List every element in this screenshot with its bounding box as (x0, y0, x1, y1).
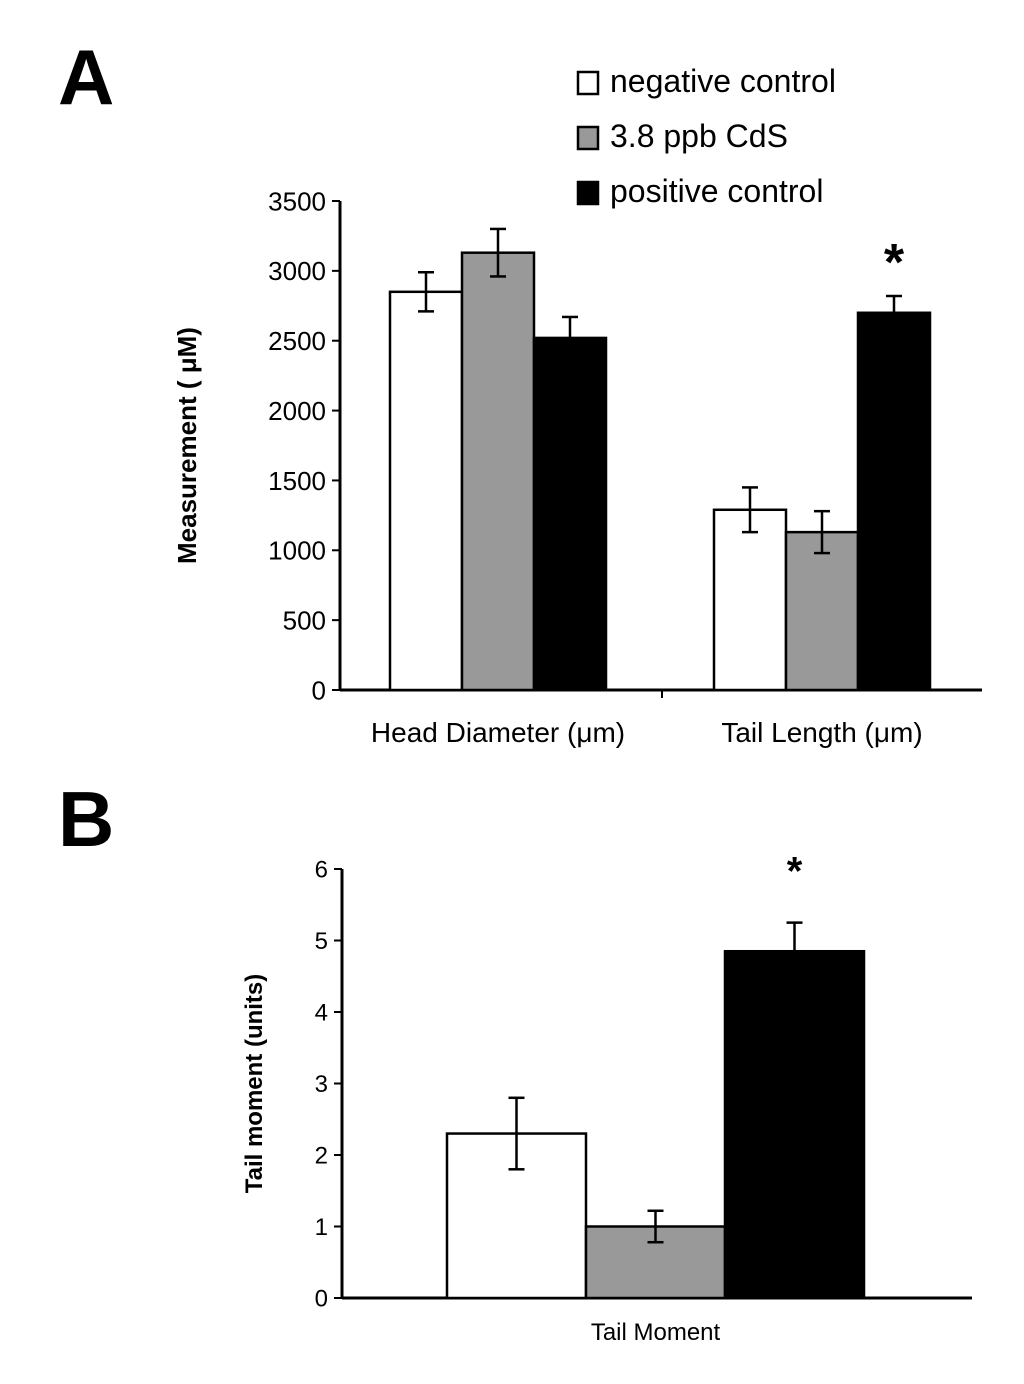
panel-a-y-tick-label: 2500 (268, 326, 326, 356)
panel-b-y-tick-label: 3 (315, 1071, 328, 1098)
panel-a-significance-annotation: * (884, 234, 905, 292)
panel-a-bar-positive-control (856, 311, 932, 692)
panel-a-bar-3-8-ppb-cds (460, 251, 536, 692)
legend-entry-label: positive control (610, 173, 823, 209)
panel-b-y-tick-label: 2 (315, 1143, 328, 1170)
panel-a-bar-positive-control (532, 336, 608, 692)
panel-b-y-axis-label: Tail moment (units) (241, 974, 268, 1194)
panel-a-y-tick-label: 3500 (268, 186, 326, 216)
panel-b-y-tick-label: 4 (315, 1000, 328, 1027)
panel-b-y-tick-label: 5 (315, 928, 328, 955)
panel-b-chart: 0 1 2 3 4 5 6 Tail moment (units) Tail Moment * (241, 850, 972, 1346)
panel-a-x-category-label: Head Diameter (μm) (371, 717, 625, 748)
panel-a-chart: 0 500 1000 1500 2000 2500 3000 3500 Measurement … (172, 63, 982, 748)
panel-a-bar-3-8-ppb-cds (784, 530, 860, 692)
panel-a-y-tick-label: 2000 (268, 396, 326, 426)
panel-b-y-tick-label: 6 (315, 857, 328, 884)
legend-swatch (576, 180, 600, 206)
panel-a-label: A (58, 33, 114, 121)
panel-a-y-tick-label: 1000 (268, 536, 326, 566)
panel-a-y-tick-label: 3000 (268, 256, 326, 286)
panel-b-x-category-label: Tail Moment (591, 1319, 721, 1346)
panel-b-significance-annotation: * (787, 850, 803, 894)
legend-swatch (576, 125, 600, 151)
panel-b-bar-positive-control (723, 949, 866, 1300)
panel-a-y-tick-label: 0 (312, 675, 326, 705)
legend-swatch (576, 70, 600, 96)
panel-a-y-tick-label: 500 (283, 606, 326, 636)
panel-a-x-category-label: Tail Length (μm) (721, 717, 922, 748)
panel-a-bar-negative-control (712, 508, 788, 692)
panel-a-y-axis-label: Measurement ( μM) (172, 327, 202, 564)
legend-entry-label: 3.8 ppb CdS (610, 118, 788, 154)
panel-b-y-tick-label: 1 (315, 1214, 328, 1241)
panel-b-label: B (58, 775, 114, 863)
panel-b-y-tick-label: 0 (315, 1286, 328, 1313)
panel-a-bar-negative-control (388, 290, 464, 692)
legend-entry-label: negative control (610, 63, 836, 99)
panel-a-y-tick-label: 1500 (268, 466, 326, 496)
